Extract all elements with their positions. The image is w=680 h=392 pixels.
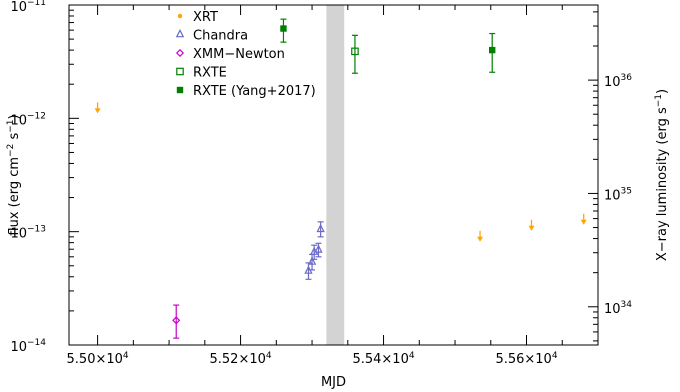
y-tick-label-right: 1036 [604, 73, 632, 90]
tick-layer: 5.50×104 5.52×104 5.54×104 5.56×10410−1410−… [10, 0, 632, 367]
y-tick-label-left: 10−14 [10, 338, 46, 355]
upper-limit-arrowhead [580, 219, 587, 225]
y-tick-label-left: 10−12 [10, 111, 46, 128]
x-tick-label: 5.52×104 [210, 351, 272, 367]
y-tick-exponent: −12 [27, 111, 46, 121]
upper-limit-arrowhead [94, 108, 101, 114]
y-tick-exponent: −13 [27, 225, 46, 235]
data-point [307, 256, 317, 265]
legend-label: RXTE (Yang+2017) [193, 84, 316, 99]
x-tick-mantissa: 5.56×10 [495, 352, 551, 367]
y-tick-exponent: −11 [27, 0, 46, 8]
x-tick-label: 5.50×104 [67, 351, 129, 367]
shaded-region-layer [326, 5, 345, 345]
legend-marker [175, 48, 185, 58]
upper-limit-arrowhead [477, 236, 484, 242]
y-left-label-sup1: −2 [6, 144, 16, 157]
data-point [172, 316, 181, 325]
legend: XRT Chandra XMM−Newton RXTE RXTE (Yang+2017) [175, 10, 316, 99]
data-point [316, 223, 325, 233]
x-tick-exponent: 4 [552, 351, 558, 361]
y-tick-base: 10 [10, 0, 27, 15]
y-axis-label-left: flux (erg cm−2 s−1) [6, 114, 22, 235]
plot-frame [68, 4, 599, 346]
legend-label: RXTE [193, 66, 227, 81]
y-tick-base: 10 [604, 188, 621, 203]
y-left-label-main: flux (erg cm [7, 157, 22, 236]
data-point [351, 47, 359, 56]
data-layer [94, 18, 587, 339]
legend-label: XRT [193, 10, 218, 25]
y-tick-label-left: 10−11 [10, 0, 46, 15]
y-left-label-sup2: −1 [6, 119, 16, 132]
upper-limit-arrowhead [528, 225, 535, 231]
y-right-label-end: ) [655, 89, 670, 94]
legend-marker [175, 28, 185, 38]
y-tick-label-left: 10−13 [10, 225, 46, 242]
legend-label: XMM−Newton [193, 47, 285, 62]
data-point [314, 244, 323, 253]
y-left-label-mid: s [7, 133, 22, 144]
y-right-label-main: X−ray luminosity (erg s [655, 107, 670, 261]
legend-label: Chandra [193, 29, 248, 44]
y-tick-base: 10 [10, 113, 27, 128]
y-tick-label-right: 1035 [604, 186, 632, 203]
series-rxte [351, 34, 359, 74]
shaded-region [326, 5, 345, 345]
series-rxte-yang-2017 [280, 18, 496, 73]
legend-marker [176, 86, 184, 94]
y-right-label-sup: −1 [654, 94, 664, 107]
data-point [489, 46, 496, 54]
x-tick-exponent: 4 [266, 351, 272, 361]
x-tick-label: 5.56×104 [495, 351, 557, 367]
series-xrt [94, 102, 587, 242]
x-tick-label: 5.54×104 [352, 351, 414, 367]
y-tick-exponent: 34 [621, 300, 633, 310]
y-tick-base: 10 [604, 75, 621, 90]
y-tick-exponent: 36 [621, 73, 633, 83]
y-tick-base: 10 [604, 302, 621, 317]
x-tick-mantissa: 5.52×10 [210, 352, 266, 367]
x-tick-exponent: 4 [409, 351, 415, 361]
x-tick-mantissa: 5.54×10 [352, 352, 408, 367]
y-tick-base: 10 [10, 227, 27, 242]
y-left-label-end: ) [7, 114, 22, 119]
x-tick-exponent: 4 [123, 351, 129, 361]
x-tick-mantissa: 5.50×10 [67, 352, 123, 367]
legend-marker [177, 13, 183, 19]
series-xmm-newton [172, 304, 181, 339]
x-axis-label: MJD [321, 375, 346, 390]
series-chandra [304, 221, 325, 280]
y-tick-label-right: 1034 [604, 300, 632, 317]
data-point [280, 25, 287, 32]
y-tick-exponent: 35 [621, 186, 632, 196]
y-tick-exponent: −14 [27, 338, 46, 348]
y-tick-base: 10 [10, 340, 27, 355]
y-axis-label-right: X−ray luminosity (erg s−1) [654, 89, 670, 261]
legend-marker [176, 67, 184, 76]
